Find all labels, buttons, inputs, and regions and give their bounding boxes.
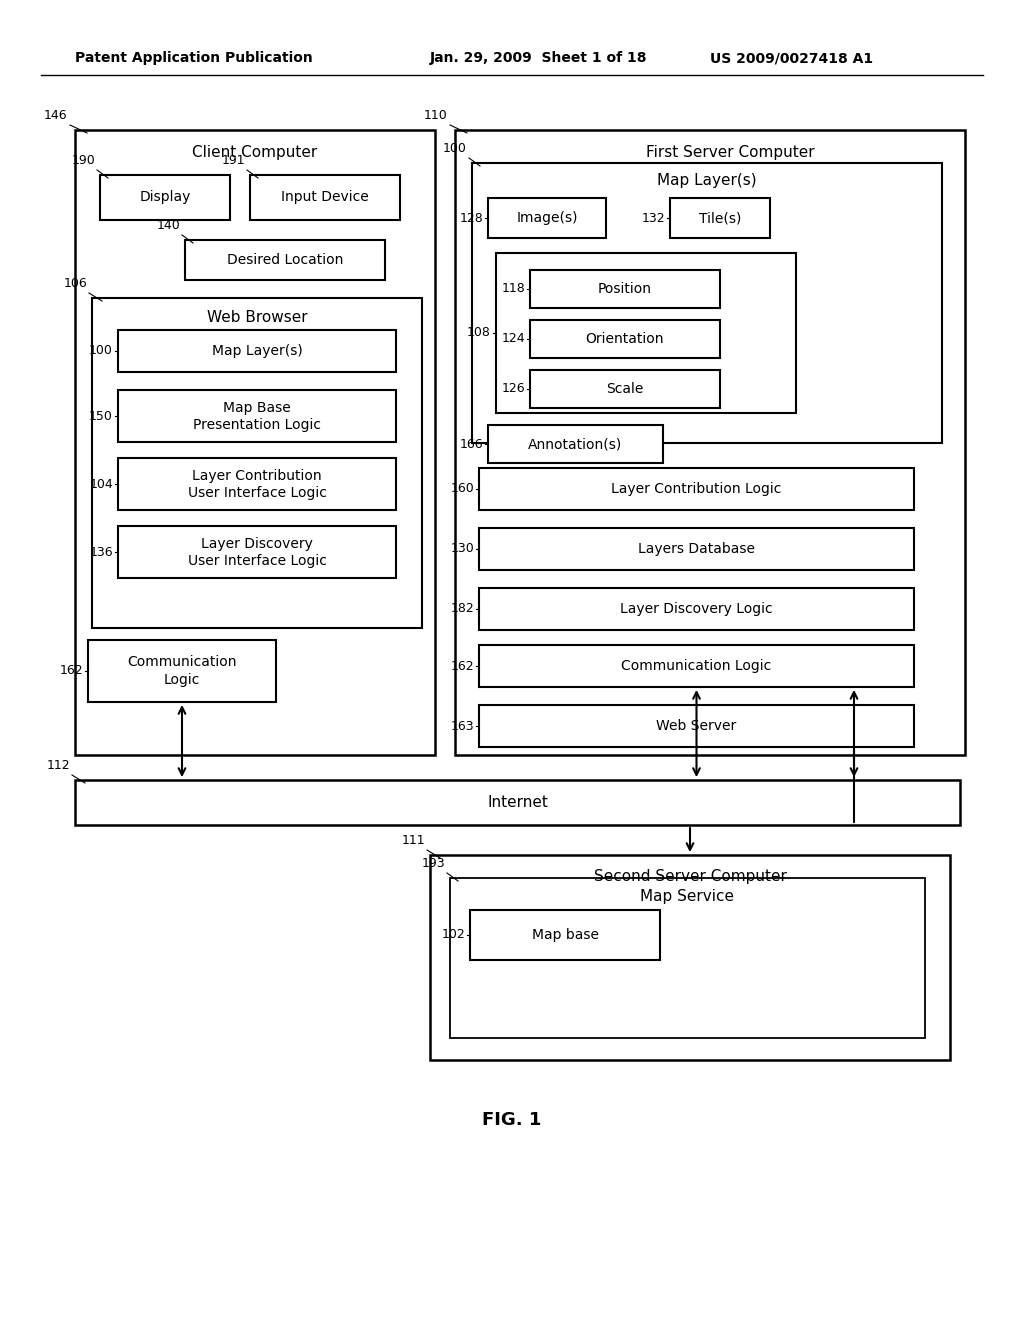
- Bar: [88, 640, 276, 702]
- Text: Display: Display: [139, 190, 190, 205]
- Bar: [118, 330, 396, 372]
- Text: 162: 162: [59, 664, 83, 677]
- Text: 132: 132: [641, 211, 665, 224]
- Text: 190: 190: [72, 154, 95, 168]
- Text: 162: 162: [451, 660, 474, 672]
- Text: 112: 112: [46, 759, 70, 772]
- Text: 104: 104: [89, 478, 113, 491]
- Text: First Server Computer: First Server Computer: [646, 144, 814, 160]
- Bar: [479, 645, 914, 686]
- Text: 128: 128: [459, 211, 483, 224]
- Text: 130: 130: [451, 543, 474, 556]
- Text: 193: 193: [421, 857, 445, 870]
- Text: Scale: Scale: [606, 381, 644, 396]
- Text: Map Layer(s): Map Layer(s): [657, 173, 757, 189]
- Text: 166: 166: [460, 437, 483, 450]
- Text: 100: 100: [443, 143, 467, 154]
- Text: 163: 163: [451, 719, 474, 733]
- Text: User Interface Logic: User Interface Logic: [187, 486, 327, 500]
- Text: 136: 136: [89, 545, 113, 558]
- Bar: [92, 298, 422, 628]
- Text: Second Server Computer: Second Server Computer: [594, 870, 786, 884]
- Text: Desired Location: Desired Location: [226, 253, 343, 267]
- Text: Logic: Logic: [164, 673, 200, 686]
- Text: Layer Discovery Logic: Layer Discovery Logic: [621, 602, 773, 616]
- Bar: [250, 176, 400, 220]
- Bar: [100, 176, 230, 220]
- Text: 146: 146: [43, 110, 67, 121]
- Text: Web Browser: Web Browser: [207, 310, 307, 326]
- Text: Internet: Internet: [487, 795, 548, 810]
- Bar: [479, 528, 914, 570]
- Text: Input Device: Input Device: [282, 190, 369, 205]
- Text: Map base: Map base: [531, 928, 598, 942]
- Text: Orientation: Orientation: [586, 333, 665, 346]
- Bar: [670, 198, 770, 238]
- Bar: [75, 780, 961, 825]
- Text: 110: 110: [423, 110, 447, 121]
- Bar: [185, 240, 385, 280]
- Bar: [118, 389, 396, 442]
- Text: Annotation(s): Annotation(s): [528, 437, 623, 451]
- Text: 191: 191: [221, 154, 245, 168]
- Text: Layer Contribution: Layer Contribution: [193, 469, 322, 483]
- Text: Image(s): Image(s): [516, 211, 578, 224]
- Text: 118: 118: [502, 282, 525, 296]
- Text: 111: 111: [401, 834, 425, 847]
- Text: Layers Database: Layers Database: [638, 543, 755, 556]
- Bar: [479, 705, 914, 747]
- Bar: [488, 198, 606, 238]
- Bar: [530, 370, 720, 408]
- Text: 160: 160: [451, 483, 474, 495]
- Text: 126: 126: [502, 383, 525, 396]
- Text: Jan. 29, 2009  Sheet 1 of 18: Jan. 29, 2009 Sheet 1 of 18: [430, 51, 647, 65]
- Bar: [530, 271, 720, 308]
- Text: Presentation Logic: Presentation Logic: [193, 418, 321, 432]
- Text: FIG. 1: FIG. 1: [482, 1111, 542, 1129]
- Text: 106: 106: [63, 277, 87, 290]
- Text: Map Service: Map Service: [640, 888, 734, 903]
- Text: Client Computer: Client Computer: [193, 144, 317, 160]
- Bar: [479, 587, 914, 630]
- Text: Layer Discovery: Layer Discovery: [201, 537, 313, 550]
- Bar: [75, 129, 435, 755]
- Text: Map Layer(s): Map Layer(s): [212, 345, 302, 358]
- Text: US 2009/0027418 A1: US 2009/0027418 A1: [710, 51, 873, 65]
- Bar: [455, 129, 965, 755]
- Bar: [470, 909, 660, 960]
- Text: Layer Contribution Logic: Layer Contribution Logic: [611, 482, 781, 496]
- Text: 150: 150: [89, 409, 113, 422]
- Bar: [488, 425, 663, 463]
- Text: 124: 124: [502, 333, 525, 346]
- Bar: [479, 469, 914, 510]
- Text: 108: 108: [467, 326, 490, 339]
- Bar: [530, 319, 720, 358]
- Text: 182: 182: [451, 602, 474, 615]
- Bar: [496, 253, 796, 413]
- Bar: [118, 525, 396, 578]
- Bar: [430, 855, 950, 1060]
- Text: Communication: Communication: [127, 655, 237, 669]
- Bar: [472, 162, 942, 444]
- Text: 100: 100: [89, 345, 113, 358]
- Text: 102: 102: [441, 928, 465, 941]
- Text: Position: Position: [598, 282, 652, 296]
- Text: Patent Application Publication: Patent Application Publication: [75, 51, 312, 65]
- Text: Web Server: Web Server: [656, 719, 736, 733]
- Text: Map Base: Map Base: [223, 401, 291, 414]
- Bar: [450, 878, 925, 1038]
- Text: Tile(s): Tile(s): [698, 211, 741, 224]
- Bar: [118, 458, 396, 510]
- Text: 140: 140: [157, 219, 180, 232]
- Text: Communication Logic: Communication Logic: [622, 659, 772, 673]
- Text: User Interface Logic: User Interface Logic: [187, 554, 327, 568]
